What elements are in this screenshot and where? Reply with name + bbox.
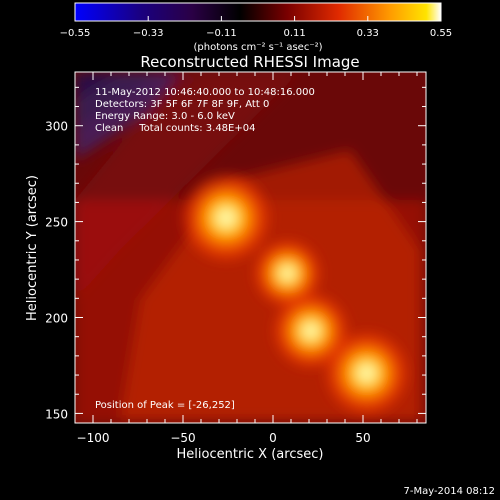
annotation-detectors: Detectors: 3F 5F 6F 7F 8F 9F, Att 0: [95, 99, 269, 110]
colorbar: −0.55 −0.33 −0.11 0.11 0.33 0.55 (photons cm⁻…: [60, 2, 452, 53]
plot-frame: [74, 71, 427, 424]
annotation-energy-range: Energy Range: 3.0 - 6.0 keV: [95, 111, 235, 122]
emission-sources: [184, 175, 407, 413]
footer-date: 7-May-2014 08:12: [403, 486, 495, 497]
y-tick-label: 200: [45, 312, 68, 326]
colorbar-tick-label: 0.33: [357, 28, 379, 39]
x-axis-ticks: −100 −50 0 50: [74, 72, 418, 445]
colorbar-units-label: (photons cm⁻² s⁻¹ asec⁻²): [193, 42, 322, 53]
x-axis-label: Heliocentric X (arcsec): [177, 447, 324, 462]
annotation-block: 11-May-2012 10:46:40.000 to 10:48:16.000…: [95, 87, 315, 134]
emission-source: [255, 241, 320, 306]
chart-title: Reconstructed RHESSI Image: [140, 53, 359, 71]
emission-source: [184, 175, 269, 260]
annotation-time-range: 11-May-2012 10:46:40.000 to 10:48:16.000: [95, 87, 315, 98]
colorbar-tick-label: −0.11: [206, 28, 237, 39]
colorbar-tick-label: −0.33: [133, 28, 164, 39]
y-axis-label: Heliocentric Y (arcsec): [25, 175, 40, 321]
x-tick-label: −50: [170, 431, 195, 445]
y-tick-label: 250: [45, 216, 68, 230]
y-tick-label: 300: [45, 120, 68, 134]
colorbar-ticks: −0.55 −0.33 −0.11 0.11 0.33 0.55: [60, 16, 452, 39]
colorbar-gradient: [75, 3, 441, 21]
emission-source: [274, 295, 347, 367]
emission-source: [326, 333, 407, 413]
colorbar-tick-label: 0.11: [283, 28, 305, 39]
x-tick-label: −100: [77, 431, 110, 445]
y-tick-label: 150: [45, 407, 68, 421]
annotation-clean-counts: Clean Total counts: 3.48E+04: [95, 123, 255, 134]
colorbar-frame: [74, 2, 442, 22]
colorbar-tick-label: 0.55: [430, 28, 452, 39]
x-tick-label: 50: [355, 431, 370, 445]
colorbar-tick-label: −0.55: [60, 28, 91, 39]
x-tick-label: 0: [269, 431, 277, 445]
heatmap-image: [75, 72, 426, 423]
y-axis-ticks: 150 200 250 300: [45, 86, 426, 421]
peak-position-label: Position of Peak = [-26,252]: [95, 400, 235, 411]
